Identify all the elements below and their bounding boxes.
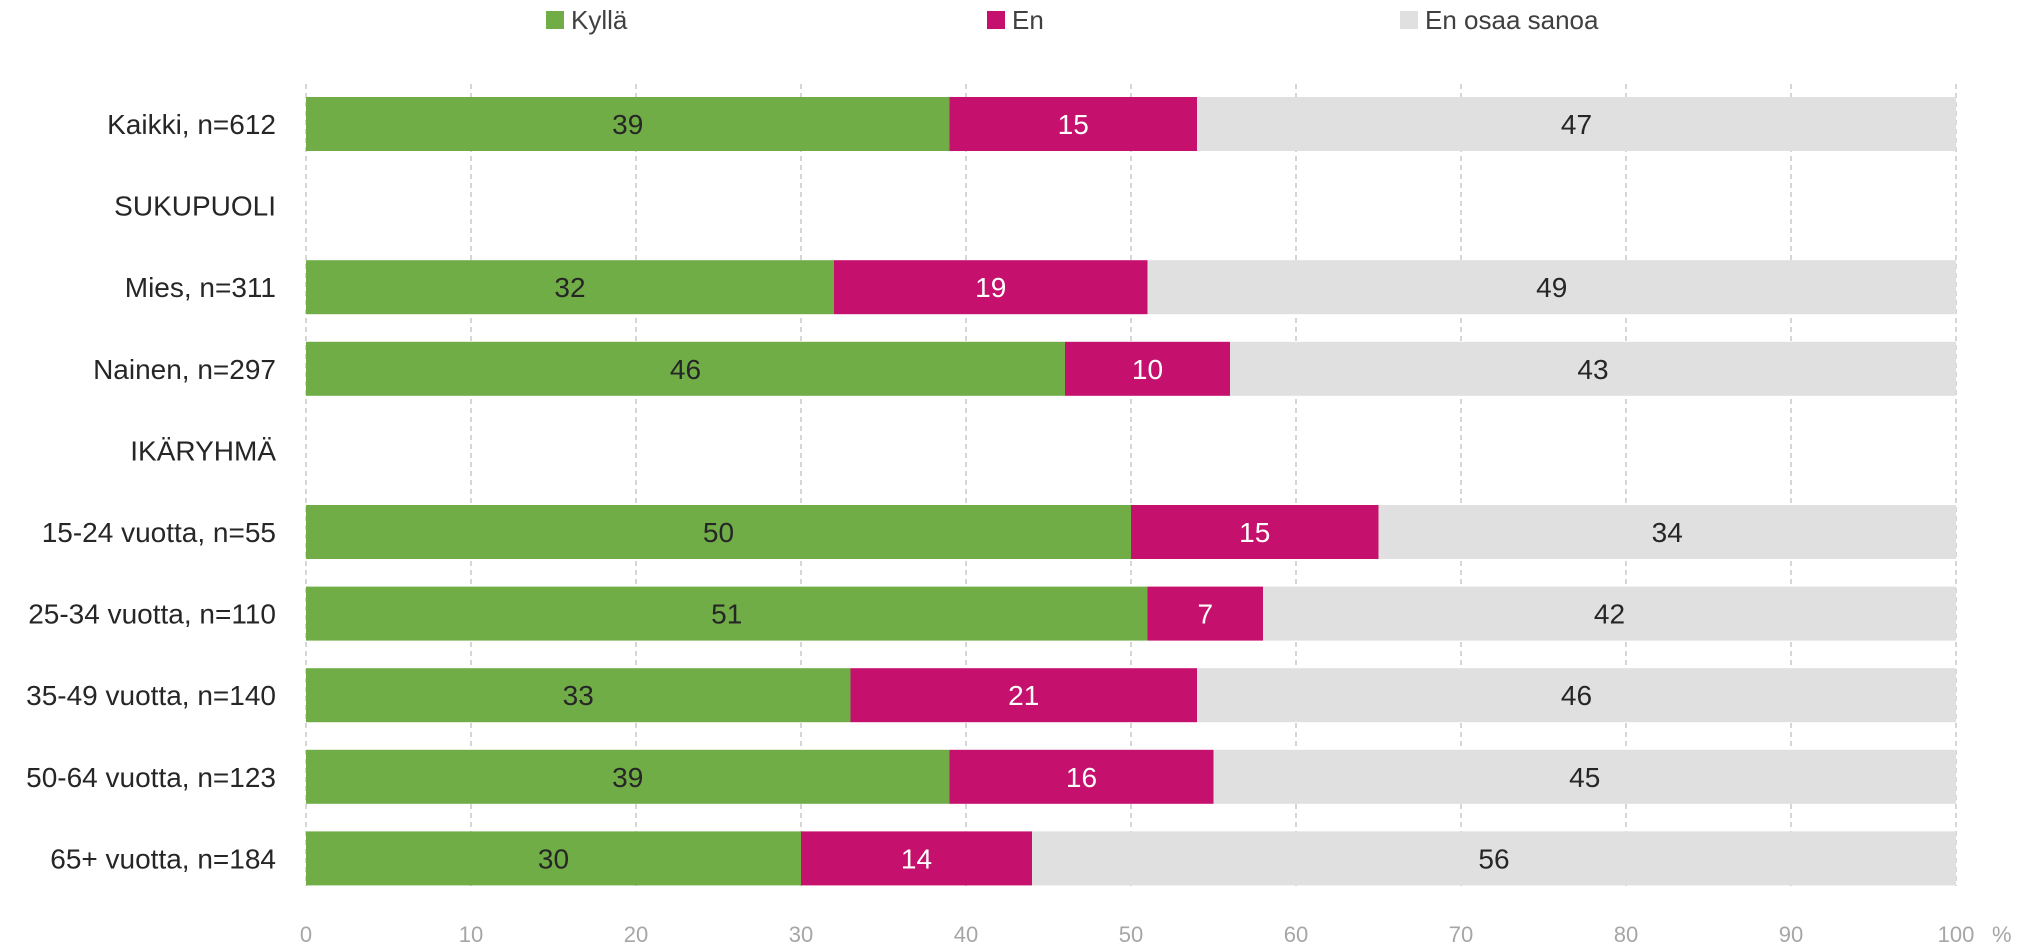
data-label: 7 [1197,599,1213,630]
data-label: 43 [1577,354,1608,385]
bar-segment [834,260,1148,315]
category-label: 65+ vuotta, n=184 [50,843,276,874]
legend-swatch [1400,11,1418,29]
bar-segment [1131,505,1379,559]
bars: 39 15 47 32 19 49 46 10 43 50 15 34 51 7 42 33 21 46 39 16 4… [306,97,1956,886]
x-tick-label: 90 [1779,922,1803,946]
category-label: 25-34 vuotta, n=110 [28,599,276,630]
data-label: 45 [1569,762,1600,793]
data-label: 46 [670,354,701,385]
data-label: 16 [1066,762,1097,793]
legend-label: En osaa sanoa [1425,5,1599,35]
category-label: Nainen, n=297 [93,354,276,385]
data-label: 14 [901,843,932,874]
legend-swatch [546,11,564,29]
x-tick-label: 20 [624,922,648,946]
data-label: 56 [1478,843,1509,874]
data-label: 30 [538,843,569,874]
data-label: 15 [1058,109,1089,140]
bar-segment [1263,586,1956,641]
bar-segment [306,831,801,886]
bar-segment [1032,831,1956,886]
category-label: 35-49 vuotta, n=140 [26,680,276,711]
legend-label: Kyllä [571,5,628,35]
bar-segment [306,586,1148,641]
bar-segment [949,749,1214,804]
category-label: Mies, n=311 [125,272,276,303]
x-tick-label: 0 [300,922,312,946]
bar-segment [949,97,1197,151]
bar-segment [306,260,834,315]
x-unit-label: % [1992,922,2012,946]
legend-label: En [1012,5,1044,35]
category-label: SUKUPUOLI [114,191,276,222]
x-tick-label: 30 [789,922,813,946]
x-tick-label: 100 [1938,922,1975,946]
category-label: IKÄRYHMÄ [130,435,276,466]
data-label: 39 [612,762,643,793]
data-label: 15 [1239,517,1270,548]
bar-segment [306,341,1065,396]
category-label: 50-64 vuotta, n=123 [26,762,276,793]
x-tick-label: 60 [1284,922,1308,946]
bar-segment [1147,586,1263,641]
x-tick-label: 70 [1449,922,1473,946]
bar-segment [306,97,950,151]
category-label: Kaikki, n=612 [107,109,276,140]
data-label: 10 [1132,354,1163,385]
bar-segment [850,668,1197,723]
bar-segment [306,749,950,804]
bar-segment [306,505,1131,559]
x-tick-label: 40 [954,922,978,946]
data-label: 34 [1652,517,1683,548]
bar-segment [1197,97,1956,151]
bar-segment [1197,668,1956,723]
data-label: 21 [1008,680,1039,711]
bar-segment [1230,341,1956,396]
category-labels: Kaikki, n=612 SUKUPUOLI Mies, n=311 Nainen,… [26,109,276,874]
x-axis: 0 10 20 30 40 50 60 70 80 90 100% [300,922,2012,946]
data-label: 47 [1561,109,1592,140]
category-label: 15-24 vuotta, n=55 [42,517,276,548]
bar-segment [1213,749,1956,804]
legend-swatch [987,11,1005,29]
bar-segment [306,668,851,723]
bar-segment [1378,505,1956,559]
data-label: 42 [1594,599,1625,630]
legend: Kyllä En En osaa sanoa [546,5,1599,35]
data-label: 46 [1561,680,1592,711]
x-tick-label: 50 [1119,922,1143,946]
data-label: 19 [975,272,1006,303]
bar-segment [801,831,1032,886]
data-label: 33 [563,680,594,711]
data-label: 32 [554,272,585,303]
data-label: 49 [1536,272,1567,303]
bar-segment [1147,260,1956,315]
x-tick-label: 10 [459,922,483,946]
data-label: 50 [703,517,734,548]
bar-segment [1065,341,1230,396]
data-label: 51 [711,599,742,630]
data-label: 39 [612,109,643,140]
x-tick-label: 80 [1614,922,1638,946]
